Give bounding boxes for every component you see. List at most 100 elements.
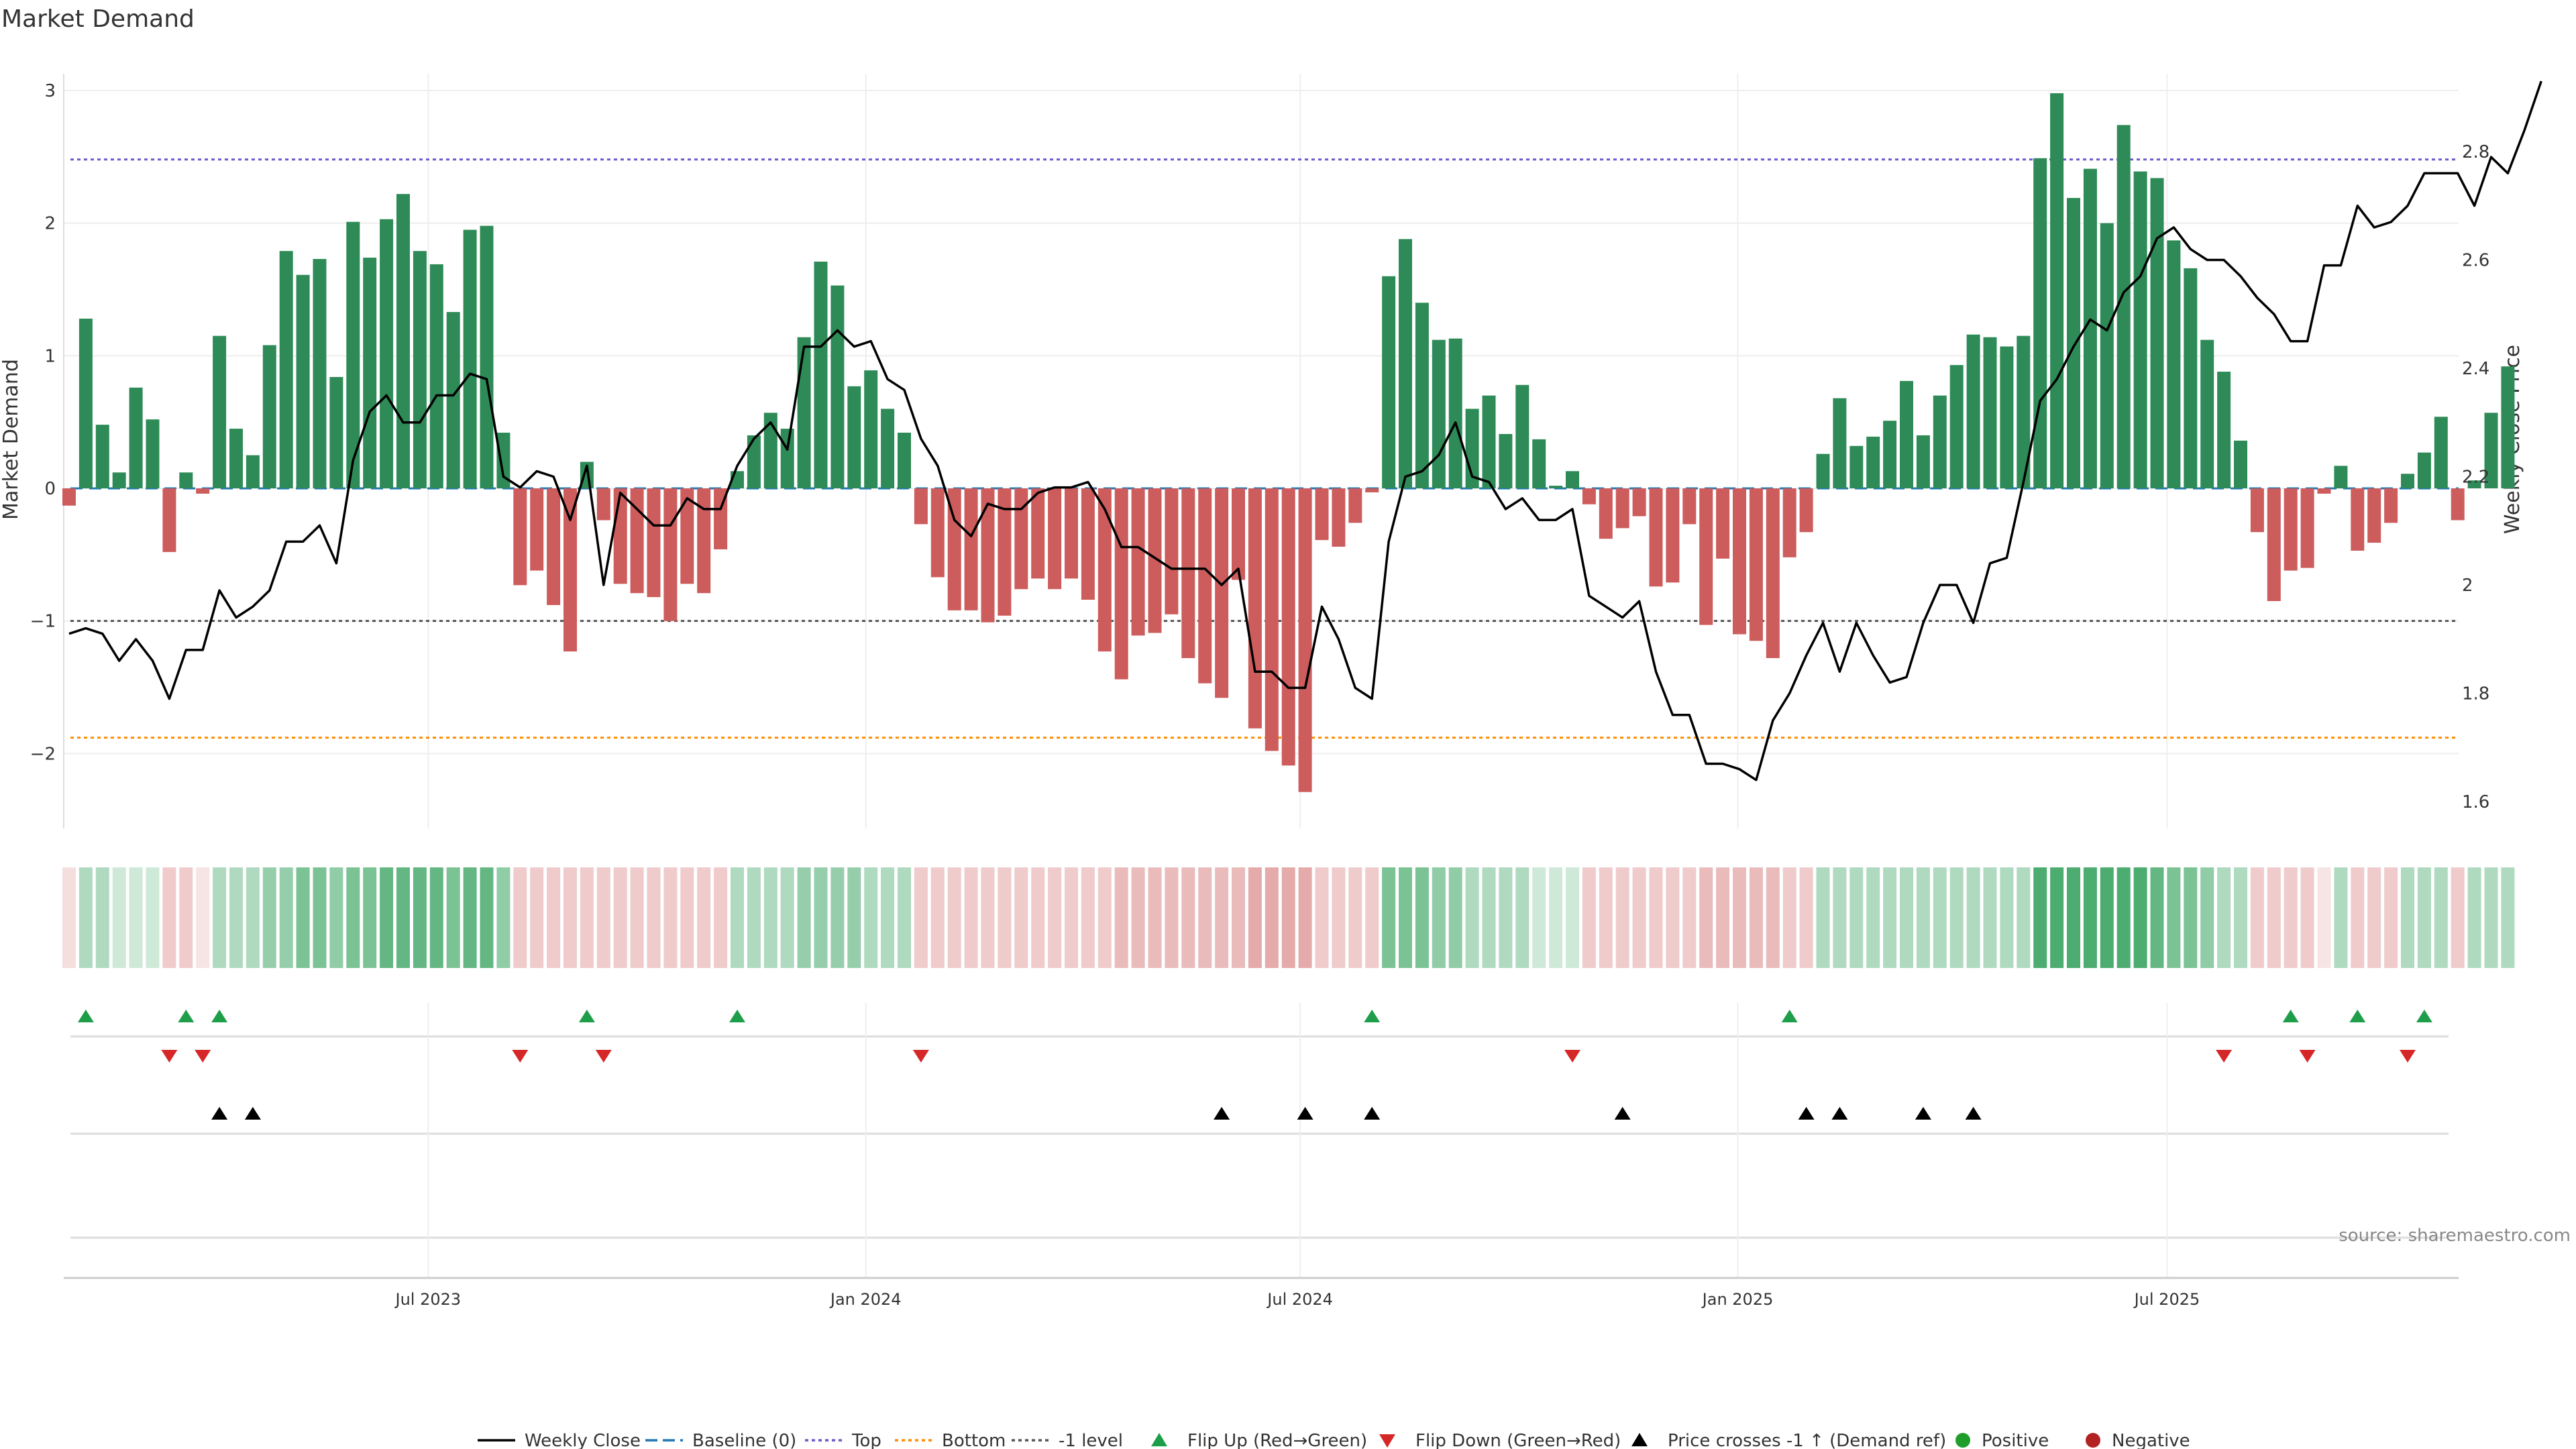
price-cross-marker: [1364, 1107, 1381, 1120]
legend-swatch: [2086, 1433, 2100, 1448]
demand-bar: [2017, 335, 2031, 488]
demand-bar: [847, 386, 861, 488]
demand-bar: [1048, 488, 1062, 590]
axis-ticks: 3 2 1 0 −1 −2 2.8 2.6 2.4 2.2 2 1.8 1.6 Jul 2023 Jan 2…: [30, 81, 2490, 1309]
flip-up-marker: [578, 1010, 595, 1022]
heat-cell: [213, 867, 227, 968]
demand-bar: [2083, 168, 2097, 488]
heat-cell: [564, 867, 577, 968]
heat-cell: [580, 867, 594, 968]
demand-bar: [1448, 338, 1462, 488]
heat-cell: [413, 867, 427, 968]
demand-bar: [1482, 395, 1496, 488]
flip-down-marker: [2299, 1050, 2316, 1063]
heat-cell: [279, 867, 293, 968]
weekly-close-line: [68, 80, 2542, 782]
demand-bar: [1298, 488, 1312, 792]
demand-bar: [2000, 346, 2014, 488]
heat-cell: [2334, 867, 2348, 968]
demand-bar: [2334, 466, 2348, 488]
heat-cell: [2384, 867, 2398, 968]
demand-bar: [2317, 488, 2331, 494]
demand-bar: [697, 488, 711, 594]
heat-cell: [797, 867, 811, 968]
demand-bar: [2050, 93, 2064, 488]
heat-cell: [1983, 867, 1997, 968]
heat-cell: [1733, 867, 1746, 968]
heat-cell: [2150, 867, 2164, 968]
heat-cell: [129, 867, 143, 968]
demand-bar: [2167, 240, 2181, 488]
heat-cell: [346, 867, 360, 968]
demand-bar: [329, 376, 343, 488]
demand-bar: [680, 488, 694, 584]
legend-label: Bottom: [942, 1431, 1006, 1449]
demand-bar: [146, 419, 160, 488]
heat-cell: [964, 867, 978, 968]
price-cross-marker: [244, 1107, 261, 1120]
demand-bar: [246, 455, 260, 488]
heat-cell: [1448, 867, 1462, 968]
demand-bar: [413, 251, 427, 488]
heat-cell: [1799, 867, 1813, 968]
demand-bar: [964, 488, 978, 610]
price-cross-marker: [1915, 1107, 1931, 1120]
demand-bar: [129, 387, 143, 488]
heat-cell: [513, 867, 527, 968]
heat-cell: [2417, 867, 2431, 968]
heat-cell: [396, 867, 410, 968]
heat-cell: [2451, 867, 2465, 968]
chart-title: Market Demand: [1, 5, 195, 33]
demand-bar: [881, 409, 895, 488]
heat-cell: [2250, 867, 2264, 968]
demand-bar: [2284, 488, 2298, 571]
heat-cell: [2351, 867, 2365, 968]
heat-cell: [1399, 867, 1412, 968]
heat-cell: [2000, 867, 2014, 968]
flip-down-marker: [512, 1050, 529, 1063]
heat-cell: [2200, 867, 2214, 968]
flip-up-marker: [1781, 1010, 1798, 1022]
demand-bar: [396, 194, 410, 488]
demand-bar: [830, 285, 845, 488]
heat-cell: [2317, 867, 2331, 968]
heat-cell: [1165, 867, 1179, 968]
legend-swatch: [1955, 1433, 1970, 1448]
demand-bar: [313, 259, 327, 488]
heat-cell: [680, 867, 694, 968]
demand-bar: [2250, 488, 2264, 533]
heat-cell: [2083, 867, 2097, 968]
demand-bar: [429, 264, 443, 488]
demand-bar: [947, 488, 961, 610]
y2-tick-label: 1.8: [2462, 684, 2489, 704]
heat-cell: [930, 867, 945, 968]
demand-bar: [1148, 488, 1162, 633]
demand-bar: [446, 312, 460, 488]
heat-cell: [2401, 867, 2414, 968]
heat-cell: [2167, 867, 2181, 968]
demand-bar: [463, 229, 477, 488]
demand-bar: [2484, 413, 2498, 488]
heat-cell: [2116, 867, 2131, 968]
heat-cell: [630, 867, 644, 968]
heat-cell: [864, 867, 878, 968]
demand-bar: [814, 261, 828, 488]
heat-cell: [95, 867, 109, 968]
heat-cell: [1148, 867, 1162, 968]
demand-bar: [2467, 480, 2481, 488]
heat-cell: [613, 867, 627, 968]
demand-bars: [62, 93, 2515, 792]
demand-bar: [1415, 303, 1429, 488]
heat-cell: [1582, 867, 1596, 968]
heat-cell: [380, 867, 394, 968]
demand-bar: [1348, 488, 1362, 523]
demand-bar: [1332, 488, 1346, 547]
demand-bar: [898, 432, 911, 488]
demand-bar: [1265, 488, 1279, 751]
heat-cell: [1949, 867, 1964, 968]
heat-cell: [1632, 867, 1646, 968]
heat-cell: [1365, 867, 1379, 968]
heat-cell: [363, 867, 377, 968]
price-cross-marker: [1214, 1107, 1230, 1120]
